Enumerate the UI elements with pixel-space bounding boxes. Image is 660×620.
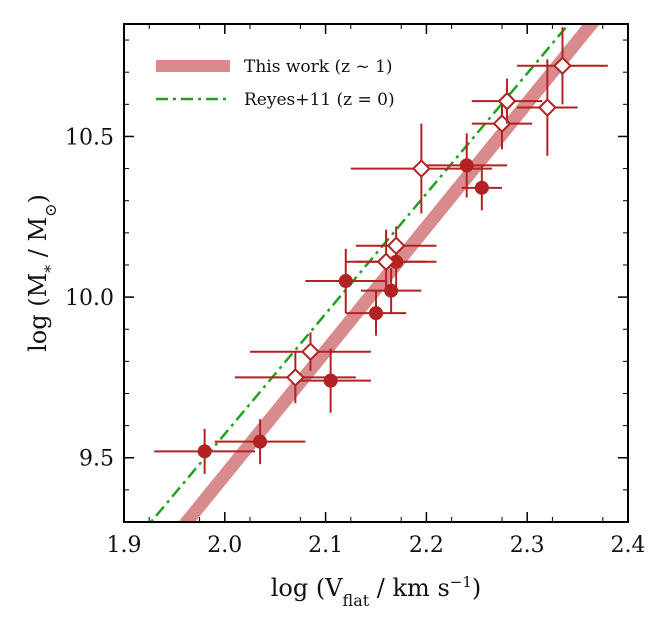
open-diamond-point (234, 351, 356, 404)
point-marker (197, 444, 212, 459)
x-tick-label: 1.9 (107, 533, 142, 558)
this-work-fit-line (178, 24, 600, 522)
open-diamond-point (350, 123, 492, 214)
filled-point (214, 419, 306, 465)
point-marker (537, 98, 557, 117)
point-marker (553, 56, 572, 76)
filled-point (360, 268, 422, 314)
x-tick-label: 2.1 (308, 533, 343, 558)
y-axis-label: log (M* / M⊙) (24, 194, 60, 352)
filled-point (154, 428, 256, 474)
point-marker (386, 236, 406, 256)
plot-frame (123, 23, 629, 523)
point-marker (285, 368, 305, 387)
point-marker (253, 434, 268, 449)
legend-reyes11-label: Reyes+11 (z = 0) (244, 90, 395, 110)
open-diamond-point (517, 27, 608, 105)
open-diamond-point (345, 229, 427, 294)
open-diamond-point (517, 59, 578, 156)
point-marker (369, 306, 383, 321)
legend: This work (z ~ 1) Reyes+11 (z = 0) (156, 57, 395, 110)
x-tick-label: 2.0 (207, 533, 242, 558)
point-marker (411, 159, 431, 178)
point-marker (376, 252, 396, 272)
point-marker (497, 91, 517, 111)
x-tick-label: 2.4 (611, 533, 646, 558)
open-diamond-point (471, 78, 543, 124)
open-diamond-point (355, 226, 437, 265)
y-tick-label: 9.5 (79, 447, 114, 472)
point-marker (301, 342, 320, 362)
point-marker (474, 180, 489, 195)
filled-point (305, 248, 387, 314)
filled-point (345, 290, 407, 336)
x-axis-label: log (Vflat / km s−1) (271, 573, 482, 610)
point-marker (384, 283, 399, 298)
x-tick-label: 2.2 (409, 533, 444, 558)
legend-this-work-label: This work (z ~ 1) (244, 57, 393, 77)
point-marker (459, 158, 474, 173)
y-tick-label: 10.5 (65, 125, 114, 150)
open-diamond-point (250, 332, 371, 371)
x-tick-label: 2.3 (510, 533, 545, 558)
point-marker (338, 274, 353, 289)
filled-point (461, 165, 502, 211)
point-marker (323, 373, 338, 388)
y-tick-label: 10.0 (65, 286, 114, 311)
